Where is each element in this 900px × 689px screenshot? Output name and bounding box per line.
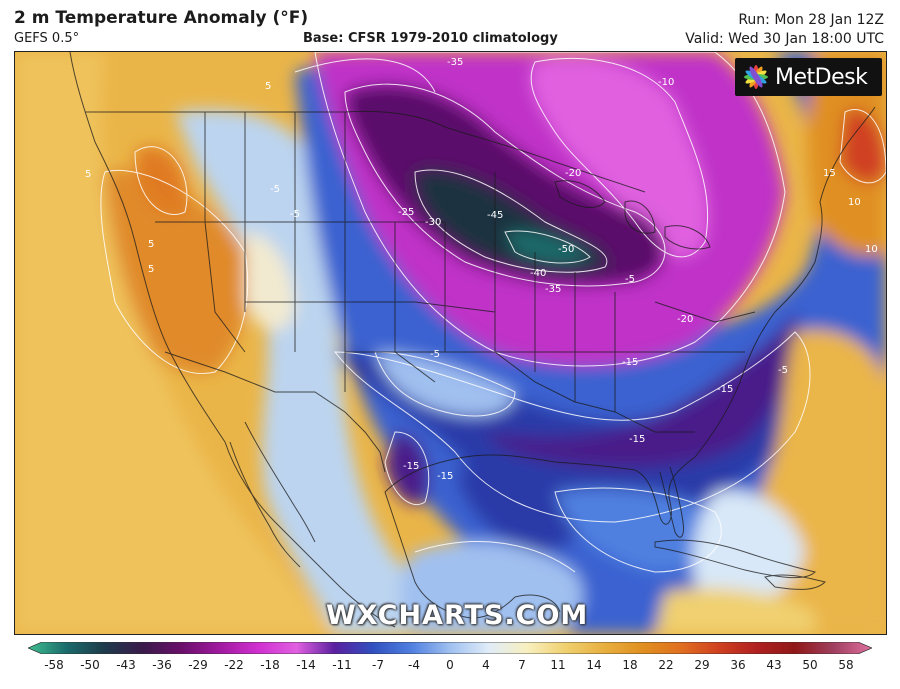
colorbar-tick-label: 18 (622, 658, 638, 672)
colorbar-tick-label: 29 (694, 658, 710, 672)
colorbar-tick-label: 0 (446, 658, 454, 672)
colorbar-tick-label: 36 (730, 658, 746, 672)
coastlines-and-borders (69, 52, 876, 628)
contour-lines (100, 52, 886, 573)
colorbar-tick-label: -7 (372, 658, 384, 672)
contour-label: -40 (530, 268, 546, 279)
contour-label: -10 (658, 77, 674, 88)
contour-label: -30 (425, 217, 441, 228)
map-canvas: -35 -10 5 5 5 5 -5 -5 -20 -25 -30 -45 -5… (15, 52, 886, 634)
metdesk-star-icon (744, 65, 768, 89)
colorbar-tick-label: 43 (766, 658, 782, 672)
colorbar (28, 642, 872, 654)
contour-label: -5 (625, 274, 635, 285)
colorbar-tick-label: -4 (408, 658, 420, 672)
contour-label: -5 (290, 209, 300, 220)
contour-label: 10 (865, 244, 878, 255)
contour-label: -35 (545, 284, 561, 295)
colorbar-tick-label: -18 (260, 658, 280, 672)
colorbar-tick-label: -36 (152, 658, 172, 672)
colorbar-tick-label: 50 (802, 658, 818, 672)
contour-label: -20 (677, 314, 693, 325)
run-time-label: Run: Mon 28 Jan 12Z (738, 12, 884, 28)
contour-label: -5 (430, 349, 440, 360)
anomaly-map: -35 -10 5 5 5 5 -5 -5 -20 -25 -30 -45 -5… (14, 51, 887, 635)
colorbar-tick-label: 4 (482, 658, 490, 672)
colorbar-tick-label: 22 (658, 658, 674, 672)
contour-label: -20 (565, 168, 581, 179)
colorbar-tick-label: 58 (838, 658, 854, 672)
contour-label: 5 (148, 239, 154, 250)
colorbar-tick-label: -11 (332, 658, 352, 672)
contour-label: 5 (85, 169, 91, 180)
contour-label: 5 (148, 264, 154, 275)
contour-label: -15 (622, 357, 638, 368)
contour-label: -15 (403, 461, 419, 472)
colorbar-tick-labels: -58 -50 -43 -36 -29 -22 -18 -14 -11 -7 -4 0 4 7 11 14 18… (28, 658, 872, 676)
contour-label: -45 (487, 210, 503, 221)
colorbar-tick-label: -58 (44, 658, 64, 672)
wxcharts-watermark: WXCHARTS.COM (326, 600, 589, 631)
contour-label: -5 (270, 184, 280, 195)
chart-title: 2 m Temperature Anomaly (°F) (14, 8, 309, 28)
colorbar-tick-label: 7 (518, 658, 526, 672)
model-label: GEFS 0.5° (14, 31, 80, 46)
colorbar-tick-label: -50 (80, 658, 100, 672)
anomaly-field (15, 52, 886, 634)
colorbar-tick-label: -22 (224, 658, 244, 672)
contour-label: -15 (629, 434, 645, 445)
contour-label: 5 (265, 81, 271, 92)
metdesk-logo-text: MetDesk (775, 64, 868, 90)
colorbar-gradient (28, 642, 872, 654)
colorbar-tick-label: -14 (296, 658, 316, 672)
contour-label: -35 (447, 57, 463, 68)
colorbar-tick-label: -43 (116, 658, 136, 672)
contour-label: -50 (558, 244, 574, 255)
contour-label: -15 (717, 384, 733, 395)
contour-label: -5 (778, 365, 788, 376)
colorbar-tick-label: -29 (188, 658, 208, 672)
metdesk-logo: MetDesk (735, 58, 882, 96)
valid-time-label: Valid: Wed 30 Jan 18:00 UTC (685, 31, 884, 47)
contour-labels: -35 -10 5 5 5 5 -5 -5 -20 -25 -30 -45 -5… (85, 57, 878, 482)
climatology-base-label: Base: CFSR 1979-2010 climatology (303, 31, 558, 46)
contour-label: -25 (398, 207, 414, 218)
contour-label: 15 (823, 168, 836, 179)
contour-label: -15 (437, 471, 453, 482)
colorbar-tick-label: 14 (586, 658, 602, 672)
colorbar-tick-label: 11 (550, 658, 566, 672)
contour-label: 10 (848, 197, 861, 208)
